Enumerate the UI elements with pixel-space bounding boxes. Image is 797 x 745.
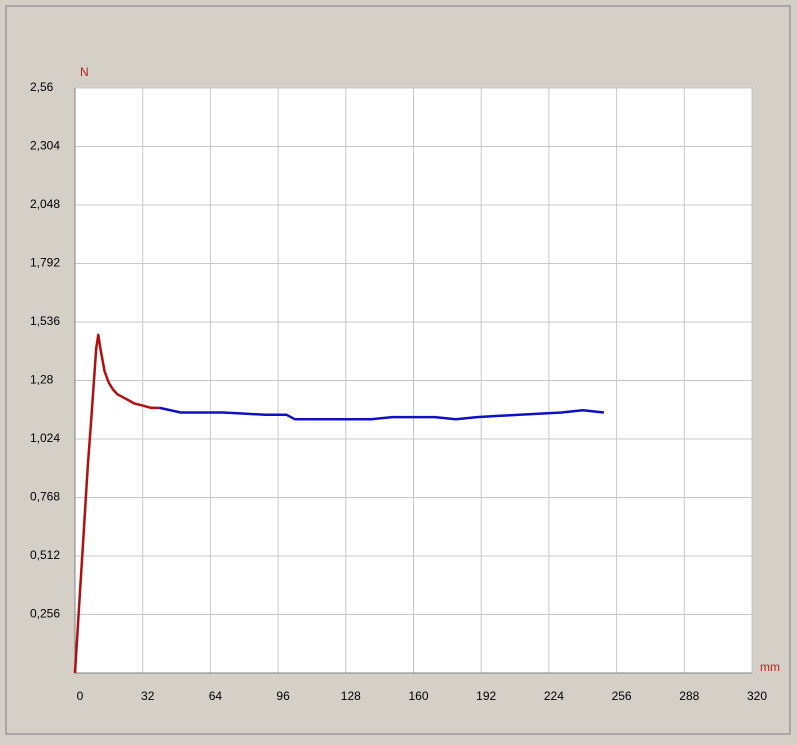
x-tick-label: 64 <box>209 689 223 703</box>
x-tick-label: 160 <box>408 689 428 703</box>
x-tick-label: 96 <box>276 689 290 703</box>
data-line <box>73 333 160 674</box>
y-tick-label: 1,536 <box>30 314 60 328</box>
y-tick-label: 1,28 <box>30 373 54 387</box>
x-tick-label: 256 <box>612 689 632 703</box>
y-tick-label: 0,256 <box>30 607 60 621</box>
x-axis-label: mm <box>760 660 780 674</box>
x-tick-label: 32 <box>141 689 155 703</box>
y-tick-label: 0,512 <box>30 548 60 562</box>
y-tick-label: 1,024 <box>30 431 60 445</box>
y-axis-label: N <box>80 65 89 79</box>
x-tick-label: 128 <box>341 689 361 703</box>
x-tick-label: 288 <box>679 689 699 703</box>
x-tick-label: 192 <box>476 689 496 703</box>
x-tick-label: 320 <box>747 689 767 703</box>
x-tick-label: 224 <box>544 689 564 703</box>
x-tick-label: 0 <box>77 689 84 703</box>
data-line <box>159 406 605 421</box>
y-tick-label: 1,792 <box>30 256 60 270</box>
y-tick-label: 2,56 <box>30 80 54 94</box>
y-tick-label: 2,048 <box>30 197 60 211</box>
y-tick-label: 0,768 <box>30 490 60 504</box>
y-tick-label: 2,304 <box>30 139 60 153</box>
